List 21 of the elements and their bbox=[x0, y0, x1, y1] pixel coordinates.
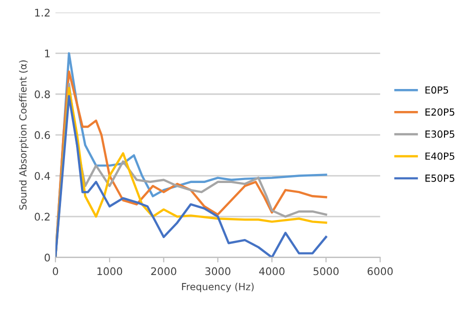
y-tick-label: 0.8 bbox=[34, 90, 50, 98]
y-axis-title: Sound Absorption Coeffient (α) bbox=[19, 60, 28, 210]
legend-label: E40P5 bbox=[426, 152, 454, 160]
x-tick-label: 1000 bbox=[97, 267, 122, 276]
x-tick-label: 6000 bbox=[368, 267, 393, 276]
y-tick-label: 0.2 bbox=[34, 212, 50, 221]
legend-label: E20P5 bbox=[426, 108, 454, 116]
y-tick-label: 0.4 bbox=[34, 172, 50, 180]
y-tick-label: 0 bbox=[44, 254, 50, 262]
y-tick-label: 1 bbox=[45, 50, 50, 58]
x-axis-title: Frequency (Hz) bbox=[182, 282, 254, 292]
legend-label: E30P5 bbox=[426, 130, 454, 138]
y-tick-label: 1.2 bbox=[35, 8, 50, 16]
legend-label: E50P5 bbox=[426, 174, 454, 182]
legend-label: E0P5 bbox=[426, 86, 448, 94]
x-tick-label: 5000 bbox=[314, 267, 339, 276]
x-tick-label: 3000 bbox=[205, 267, 230, 276]
y-tick-label: 0.6 bbox=[34, 131, 50, 140]
x-tick-label: 0 bbox=[52, 267, 58, 276]
x-tick-label: 4000 bbox=[259, 267, 284, 276]
x-tick-label: 2000 bbox=[151, 267, 176, 276]
